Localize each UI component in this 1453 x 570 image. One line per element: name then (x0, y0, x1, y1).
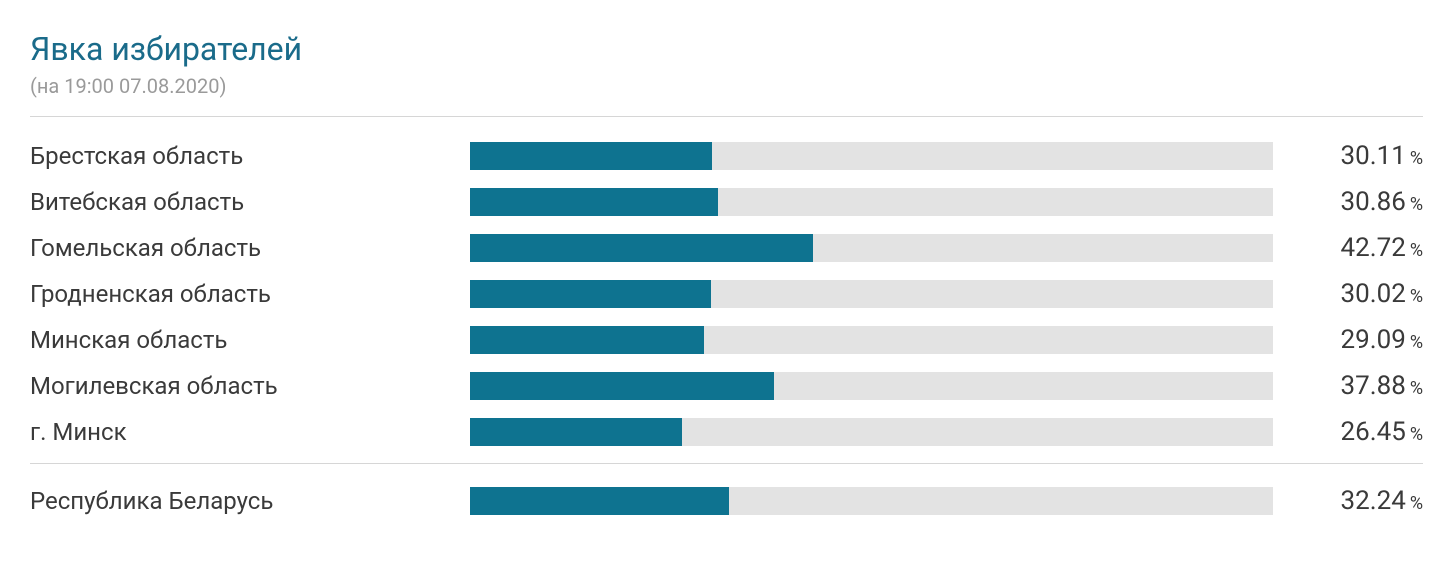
bar-value: 30.02% (1273, 279, 1423, 309)
bar-label: Минская область (30, 326, 470, 354)
bar-track (470, 326, 1273, 354)
bar-value: 42.72% (1273, 233, 1423, 263)
bar-track (470, 188, 1273, 216)
bar-track (470, 280, 1273, 308)
chart-title: Явка избирателей (30, 30, 1423, 68)
bar-track (470, 418, 1273, 446)
bar-fill (470, 487, 729, 515)
bar-label: Брестская область (30, 142, 470, 170)
bar-value: 37.88% (1273, 371, 1423, 401)
bar-fill (470, 326, 704, 354)
bar-value: 26.45% (1273, 417, 1423, 447)
bar-row: Гомельская область 42.72% (30, 233, 1423, 263)
bar-row: г. Минск 26.45% (30, 417, 1423, 447)
header-divider (30, 116, 1423, 117)
bar-value: 32.24% (1273, 486, 1423, 516)
bar-label: Гомельская область (30, 234, 470, 262)
bar-row: Витебская область 30.86% (30, 187, 1423, 217)
section-divider (30, 463, 1423, 464)
bar-track (470, 372, 1273, 400)
bar-value: 30.11% (1273, 141, 1423, 171)
bar-fill (470, 234, 813, 262)
bar-fill (470, 188, 718, 216)
bar-label: г. Минск (30, 418, 470, 446)
bar-row: Минская область 29.09% (30, 325, 1423, 355)
bar-row: Республика Беларусь 32.24% (30, 486, 1423, 516)
bar-value: 29.09% (1273, 325, 1423, 355)
bar-fill (470, 142, 712, 170)
bar-track (470, 234, 1273, 262)
bar-label: Витебская область (30, 188, 470, 216)
bar-fill (470, 418, 682, 446)
bar-label: Республика Беларусь (30, 487, 470, 515)
bar-track (470, 142, 1273, 170)
bar-row: Гродненская область 30.02% (30, 279, 1423, 309)
bar-track (470, 487, 1273, 515)
bar-label: Гродненская область (30, 280, 470, 308)
bar-row: Могилевская область 37.88% (30, 371, 1423, 401)
chart-subtitle: (на 19:00 07.08.2020) (30, 74, 1423, 98)
bar-row: Брестская область 30.11% (30, 141, 1423, 171)
bar-fill (470, 372, 774, 400)
bar-fill (470, 280, 711, 308)
bar-label: Могилевская область (30, 372, 470, 400)
bar-value: 30.86% (1273, 187, 1423, 217)
bar-chart-rows: Брестская область 30.11% Витебская область… (30, 141, 1423, 447)
bar-chart-total: Республика Беларусь 32.24% (30, 486, 1423, 516)
